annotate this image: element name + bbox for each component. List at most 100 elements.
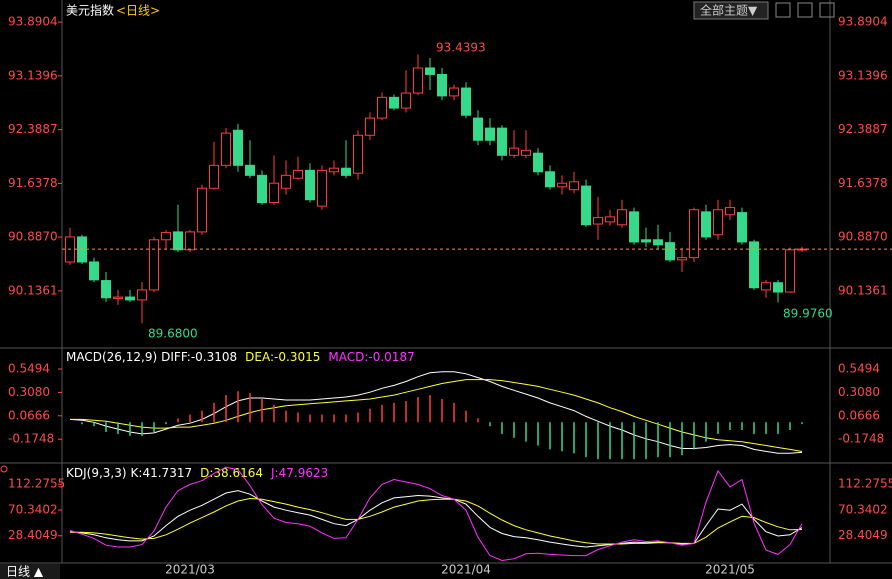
period-label[interactable]: <日线> <box>116 4 160 18</box>
period-tab-label[interactable]: 日线 ▲ <box>6 565 44 579</box>
candle-body <box>293 169 303 179</box>
candle-body <box>749 241 759 289</box>
x-tick-label: 2021/03 <box>165 563 215 577</box>
candle-body <box>377 96 387 119</box>
candle-body <box>569 181 579 191</box>
x-tick-label: 2021/04 <box>441 563 491 577</box>
high-annotation: 93.4393 <box>436 41 486 55</box>
candle-body <box>485 127 495 141</box>
candle-body <box>605 216 615 223</box>
candle-body <box>461 87 471 116</box>
candle-body <box>353 134 363 174</box>
candle-body <box>701 211 711 238</box>
kdj-title: KDJ(9,3,3) <box>66 466 127 480</box>
y-tick-label: 112.2755 <box>8 477 65 491</box>
candle-body <box>581 185 591 226</box>
y-tick-label: 91.6378 <box>838 176 888 190</box>
candle-body <box>713 209 723 236</box>
candle-body <box>185 231 195 251</box>
candle-body <box>773 282 783 293</box>
y-tick-label: 112.2755 <box>838 477 892 491</box>
legend-value: -0.3015 <box>274 350 320 364</box>
candle-body <box>389 96 399 109</box>
legend-value: 47.9623 <box>279 466 329 480</box>
x-tick-label: 2021/05 <box>705 563 755 577</box>
y-tick-label: 93.1396 <box>838 68 888 82</box>
chart-title: 美元指数 <box>66 3 114 18</box>
legend-entry: DEA: <box>245 350 274 364</box>
low-annotation: 89.9760 <box>783 307 833 321</box>
candle-body <box>257 174 267 204</box>
candle-body <box>509 147 519 156</box>
candle-body <box>209 164 219 189</box>
candle-body <box>545 171 555 188</box>
icon-button[interactable] <box>797 2 813 18</box>
candle-body <box>557 182 567 188</box>
candle-body <box>245 164 255 176</box>
candle-body <box>329 167 339 173</box>
series-line <box>69 466 803 562</box>
candle-body <box>281 174 291 189</box>
legend-entry: MACD: <box>328 350 368 364</box>
candle-body <box>473 117 483 141</box>
theme-button-box[interactable] <box>693 1 769 20</box>
y-tick-label: 0.0666 <box>8 408 50 422</box>
y-tick-label: 93.8904 <box>838 15 888 29</box>
y-tick-label: 0.5494 <box>8 361 50 375</box>
candle-body <box>125 296 135 301</box>
candle-body <box>101 280 111 299</box>
candle-body <box>593 217 603 225</box>
y-tick-label: 93.8904 <box>8 15 58 29</box>
y-tick-label: 90.8870 <box>838 230 888 244</box>
candle-body <box>173 231 183 251</box>
icon-button[interactable] <box>775 2 791 18</box>
candle-body <box>761 282 771 291</box>
y-tick-label: 0.0666 <box>838 408 880 422</box>
candle-body <box>521 149 531 156</box>
candle-body <box>401 92 411 109</box>
y-tick-label: 0.3080 <box>838 385 880 399</box>
icon-button[interactable] <box>819 2 835 18</box>
legend-value: -0.0187 <box>368 350 414 364</box>
series-line <box>70 497 803 545</box>
candle-body <box>629 211 639 243</box>
candle-body <box>413 67 423 94</box>
y-tick-label: 28.4049 <box>838 528 888 542</box>
low-annotation: 89.6800 <box>148 327 198 341</box>
candle-body <box>737 212 747 243</box>
candle-body <box>785 249 795 293</box>
legend-entry: J: <box>270 466 279 480</box>
candle-body <box>725 207 735 216</box>
candle-body <box>113 296 123 299</box>
series-line <box>70 379 803 452</box>
y-tick-label: 90.1361 <box>8 283 58 297</box>
candle-body <box>617 209 627 226</box>
period-tab[interactable] <box>0 564 60 579</box>
legend-entry: DIFF: <box>161 350 191 364</box>
candle-body <box>437 73 447 97</box>
y-tick-label: 92.3887 <box>8 122 58 136</box>
candle-body <box>641 239 651 243</box>
y-tick-label: 0.5494 <box>838 361 880 375</box>
candle-body <box>449 87 459 97</box>
candle-body <box>653 239 663 246</box>
y-tick-label: 28.4049 <box>8 528 58 542</box>
candle-body <box>317 169 327 207</box>
candle-body <box>149 239 159 291</box>
y-tick-label: 70.3402 <box>8 502 58 516</box>
candle-body <box>365 117 375 136</box>
legend-value: -0.3108 <box>191 350 237 364</box>
candle-body <box>497 127 507 156</box>
y-tick-label: 91.6378 <box>8 176 58 190</box>
y-tick-label: 70.3402 <box>838 502 888 516</box>
candle-body <box>161 232 171 241</box>
panel-icon[interactable] <box>0 465 8 473</box>
candle-body <box>221 132 231 166</box>
legend-value: 41.7317 <box>142 466 192 480</box>
kdj-header: KDJ(9,3,3) K:41.7317 D:38.6164 J:47.9623 <box>66 466 328 480</box>
y-tick-label: 90.8870 <box>8 230 58 244</box>
legend-entry: K: <box>131 466 143 480</box>
candle-body <box>665 242 675 261</box>
theme-button[interactable]: 全部主题▼ <box>700 3 758 18</box>
